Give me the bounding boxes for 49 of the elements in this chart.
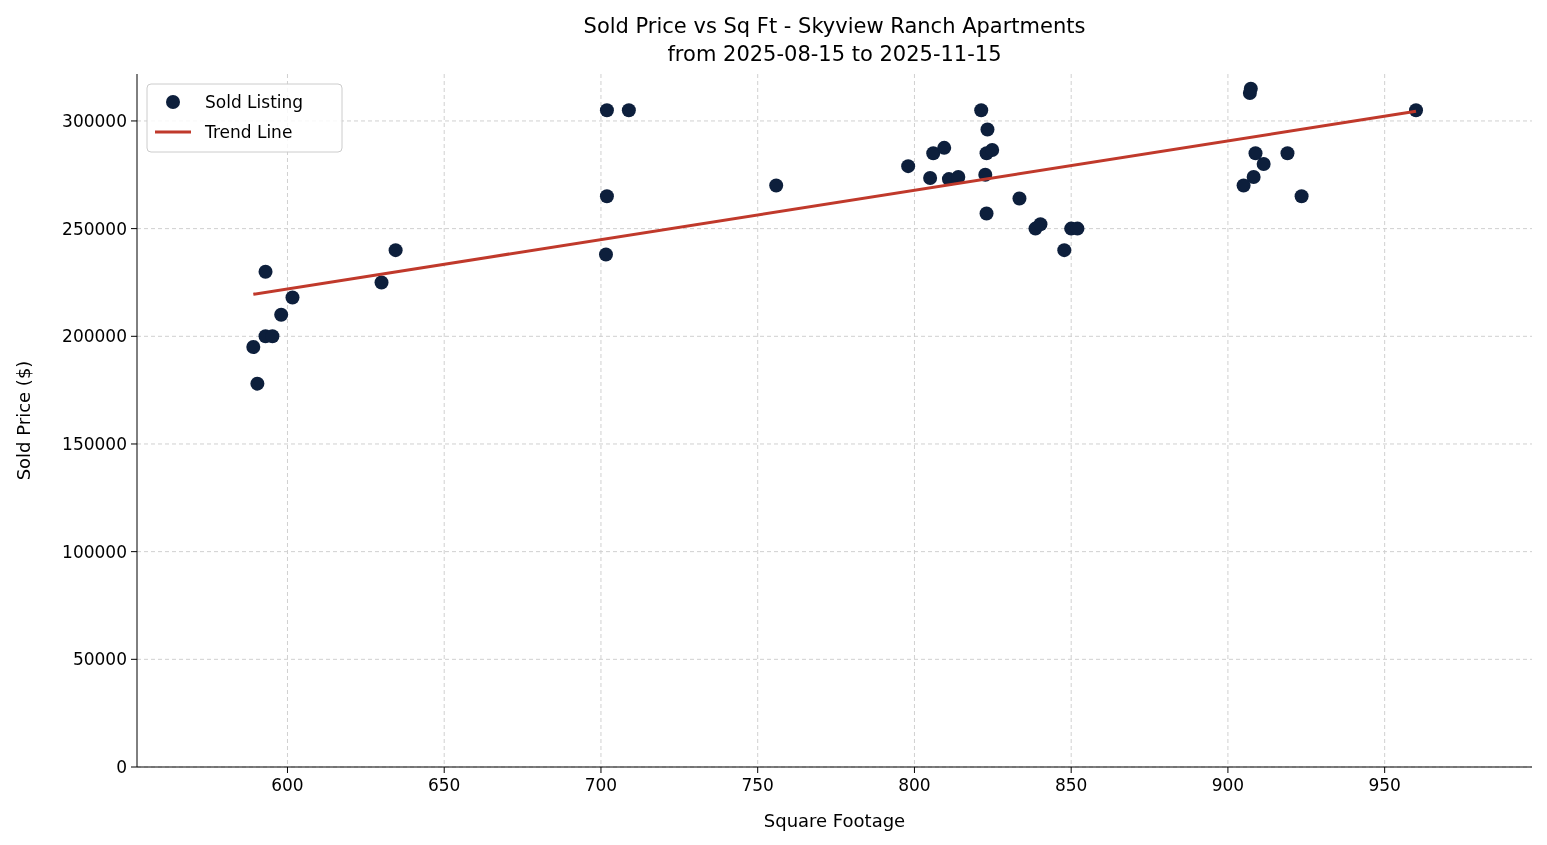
point xyxy=(388,243,403,258)
point xyxy=(599,103,614,118)
y-tick-label: 300000 xyxy=(62,110,127,131)
x-tick-label: 750 xyxy=(741,775,774,795)
x-tick-label: 650 xyxy=(427,775,461,795)
y-tick-label: 100000 xyxy=(62,541,127,562)
y-tick-label: 250000 xyxy=(62,218,127,239)
point xyxy=(1246,169,1261,184)
point xyxy=(274,307,289,322)
y-axis-title: Sold Price ($) xyxy=(13,360,34,481)
y-tick-label: 150000 xyxy=(62,433,127,454)
x-tick-label: 900 xyxy=(1211,775,1245,795)
point xyxy=(974,103,989,118)
chart-title: Sold Price vs Sq Ft - Skyview Ranch Apartments from 2025-08-15 to 2025-11-15 xyxy=(583,14,1086,66)
x-tick-label: 600 xyxy=(271,775,304,795)
point xyxy=(246,340,261,355)
x-tick-label: 700 xyxy=(584,775,618,795)
point xyxy=(769,178,784,193)
point xyxy=(1294,189,1309,204)
point xyxy=(1012,191,1027,206)
point xyxy=(1057,243,1072,258)
x-tick-label: 950 xyxy=(1368,775,1401,795)
point xyxy=(250,376,265,391)
point xyxy=(979,206,994,221)
legend-label: Trend Line xyxy=(204,122,293,142)
point xyxy=(599,189,614,204)
point xyxy=(285,290,300,305)
point xyxy=(598,247,613,262)
y-tick-label: 50000 xyxy=(72,649,127,670)
x-axis-title: Square Footage xyxy=(763,810,906,831)
point xyxy=(374,275,389,290)
point xyxy=(1256,157,1271,172)
point xyxy=(985,143,1000,158)
x-tick-label: 850 xyxy=(1054,775,1088,795)
point xyxy=(258,264,273,279)
x-tick-label: 800 xyxy=(898,775,931,795)
point xyxy=(901,159,916,174)
y-tick-label: 200000 xyxy=(62,326,127,347)
point xyxy=(1248,146,1263,161)
point xyxy=(923,171,938,186)
point xyxy=(926,146,941,161)
legend-label: Sold Listing xyxy=(205,92,304,112)
point xyxy=(621,103,636,118)
point xyxy=(937,140,952,155)
point xyxy=(1280,146,1295,161)
point xyxy=(1033,217,1048,232)
point xyxy=(1236,178,1251,193)
y-tick-label: 0 xyxy=(116,757,127,777)
point xyxy=(980,122,995,137)
